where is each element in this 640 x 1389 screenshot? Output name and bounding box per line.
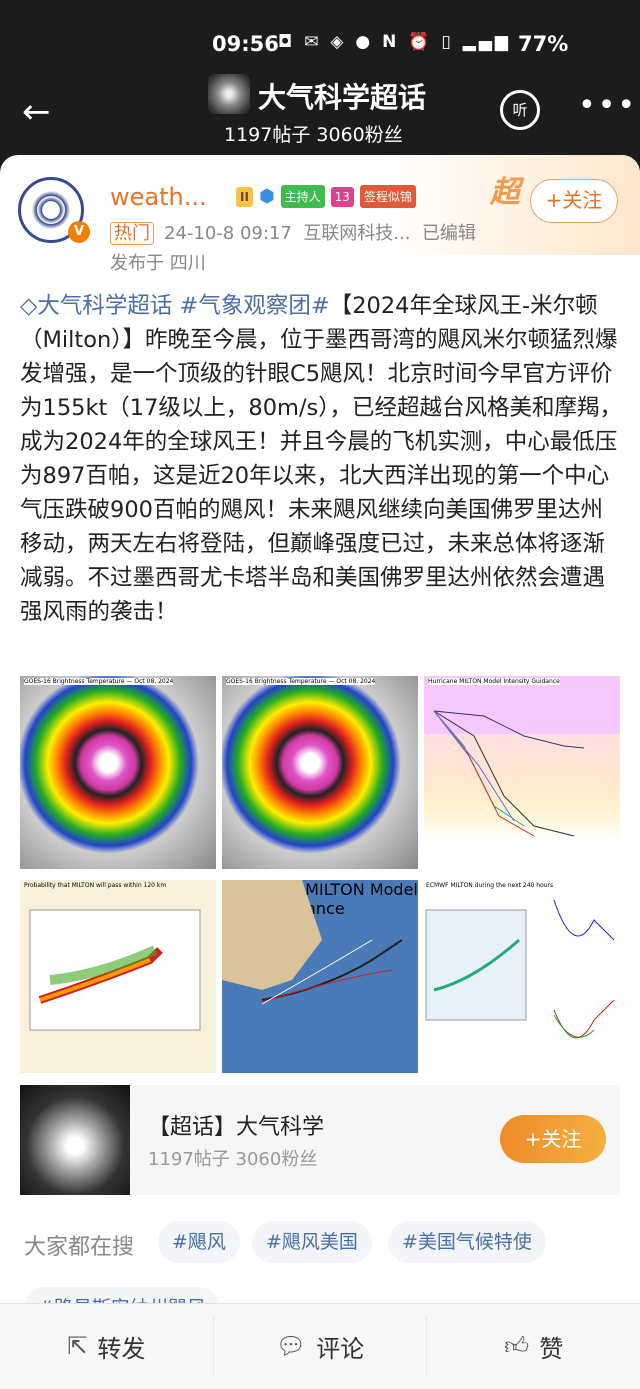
- host-badge: 主持人: [280, 185, 325, 208]
- fan-level-badge: 13: [330, 186, 354, 207]
- post-body: 【2024年全球风王-米尔顿（Milton）】昨晚至今晨，位于墨西哥湾的飓风米尔…: [20, 293, 623, 625]
- edited-label[interactable]: 已编辑: [421, 223, 476, 244]
- super-topic-card[interactable]: 【超话】大气科学 1197帖子 3060粉丝 +关注: [20, 1085, 620, 1195]
- status-bar: 09:56 ◘ ✉ ◈ ● N ⏰ ▯ ▂▄▆ 77%: [0, 0, 640, 80]
- ecmwf-ensemble-image[interactable]: ECMWF MILTON during the next 240 hours: [424, 880, 620, 1073]
- satellite-image-2[interactable]: GOES-16 Brightness Temperature — Oct 08,…: [222, 676, 418, 869]
- share-icon: ⇱: [67, 1332, 88, 1360]
- author-badges: II ⬢ 主持人 13 签程似锦: [236, 185, 416, 208]
- hot-badge: 热门: [110, 222, 154, 245]
- top-bar: ← 大气科学超话 1197帖子 3060粉丝 听 •••: [0, 70, 640, 155]
- repost-button[interactable]: ⇱ 转发: [0, 1316, 214, 1376]
- post-source: 互联网科技...: [303, 223, 411, 244]
- search-chip[interactable]: #飓风美国: [252, 1221, 372, 1263]
- track-guidance-map[interactable]: Hurricane MILTON Model Track Guidance: [222, 880, 418, 1073]
- like-button[interactable]: 👍︎ 赞: [504, 1331, 564, 1363]
- intensity-guidance-image[interactable]: Hurricane MILTON Model Intensity Guidanc…: [424, 676, 620, 869]
- action-bar: ⇱ 转发 💬︎ 评论 👍︎ 赞: [0, 1303, 640, 1389]
- thumbs-up-icon: 👍︎: [504, 1331, 530, 1360]
- comment-button[interactable]: 💬︎ 评论: [214, 1316, 428, 1376]
- avatar[interactable]: [18, 177, 84, 243]
- trending-search-label: 大家都在搜: [24, 1235, 135, 1260]
- follow-button[interactable]: +关注: [530, 179, 618, 223]
- more-icon[interactable]: •••: [578, 88, 638, 123]
- hashtag-link[interactable]: #气象观察团#: [179, 293, 330, 319]
- back-arrow-icon[interactable]: ←: [22, 92, 51, 132]
- diamond-icon: ◇: [20, 293, 38, 319]
- search-chip[interactable]: #美国气候特使: [388, 1221, 546, 1263]
- crown-level-badge[interactable]: II: [236, 186, 253, 207]
- page-subtitle: 1197帖子 3060粉丝: [224, 124, 403, 146]
- topic-thumbnail: [20, 1085, 130, 1195]
- shield-icon: ⬢: [258, 186, 275, 207]
- post-text: ◇大气科学超话 #气象观察团#【2024年全球风王-米尔顿（Milton）】昨晚…: [20, 289, 624, 629]
- comment-icon: 💬︎: [275, 1332, 307, 1360]
- status-icons: ◘ ✉ ◈ ● N ⏰ ▯ ▂▄▆: [278, 32, 511, 52]
- topic-thumbnail: [208, 74, 250, 114]
- topic-name: 【超话】大气科学: [148, 1115, 325, 1140]
- battery-level: 77%: [518, 32, 569, 56]
- super-topic-link[interactable]: 大气科学超话: [37, 293, 173, 319]
- search-chip[interactable]: #飓风: [158, 1221, 240, 1263]
- sign-badge: 签程似锦: [359, 185, 416, 208]
- listen-headphones-icon[interactable]: 听: [500, 90, 540, 130]
- satellite-image-1[interactable]: GOES-16 Brightness Temperature — Oct 08,…: [20, 676, 216, 869]
- clock: 09:56: [212, 32, 279, 56]
- topic-follow-button[interactable]: +关注: [500, 1115, 606, 1163]
- post-location: 发布于 四川: [110, 253, 206, 274]
- author-name[interactable]: weath...: [110, 183, 207, 211]
- post-card: V weath... II ⬢ 主持人 13 签程似锦 超 +关注 热门 24-1…: [0, 155, 640, 1389]
- topic-stats: 1197帖子 3060粉丝: [148, 1149, 318, 1170]
- post-meta: 热门 24-10-8 09:17 互联网科技... 已编辑: [110, 219, 476, 245]
- super-topic-logo: 超: [490, 175, 520, 210]
- verified-icon: V: [68, 221, 90, 243]
- page-title: 大气科学超话: [258, 81, 427, 114]
- track-probability-map[interactable]: Probability that MILTON will pass within…: [20, 880, 216, 1073]
- image-grid: GOES-16 Brightness Temperature — Oct 08,…: [20, 676, 620, 1074]
- post-time: 24-10-8 09:17: [164, 223, 292, 244]
